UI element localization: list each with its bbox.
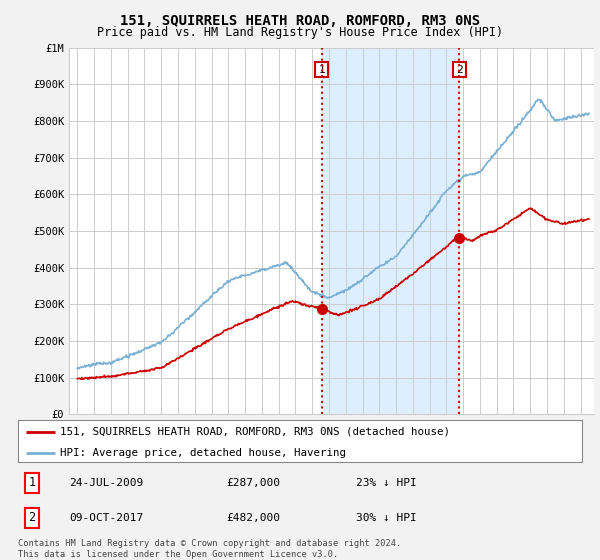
Text: 1: 1 <box>318 64 325 74</box>
Bar <box>322 48 460 414</box>
Text: 151, SQUIRRELS HEATH ROAD, ROMFORD, RM3 0NS (detached house): 151, SQUIRRELS HEATH ROAD, ROMFORD, RM3 … <box>60 427 450 437</box>
Text: 24-JUL-2009: 24-JUL-2009 <box>69 478 143 488</box>
Text: 30% ↓ HPI: 30% ↓ HPI <box>356 513 417 522</box>
Text: HPI: Average price, detached house, Havering: HPI: Average price, detached house, Have… <box>60 448 346 458</box>
Text: 2: 2 <box>456 64 463 74</box>
Text: Price paid vs. HM Land Registry's House Price Index (HPI): Price paid vs. HM Land Registry's House … <box>97 26 503 39</box>
Text: 09-OCT-2017: 09-OCT-2017 <box>69 513 143 522</box>
Text: £482,000: £482,000 <box>227 513 281 522</box>
Text: 23% ↓ HPI: 23% ↓ HPI <box>356 478 417 488</box>
Text: 2: 2 <box>29 511 35 524</box>
Text: Contains HM Land Registry data © Crown copyright and database right 2024.
This d: Contains HM Land Registry data © Crown c… <box>18 539 401 559</box>
Text: £287,000: £287,000 <box>227 478 281 488</box>
Text: 1: 1 <box>29 477 35 489</box>
Text: 151, SQUIRRELS HEATH ROAD, ROMFORD, RM3 0NS: 151, SQUIRRELS HEATH ROAD, ROMFORD, RM3 … <box>120 14 480 28</box>
